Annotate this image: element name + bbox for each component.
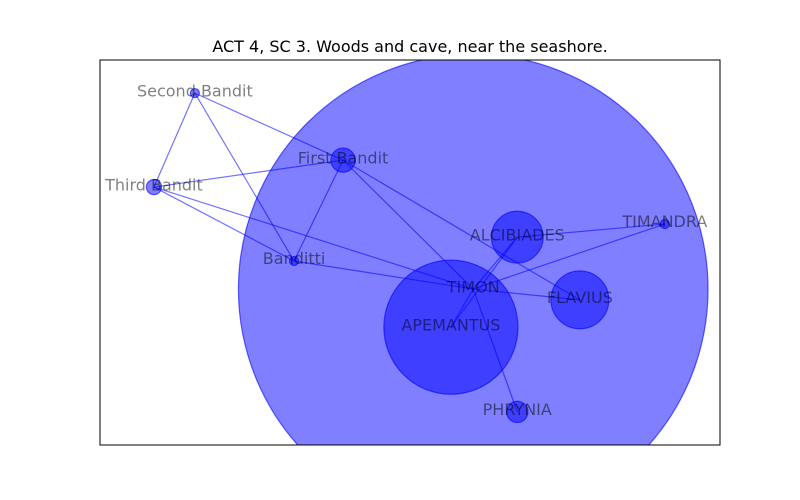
edge-timon-alcibiades xyxy=(472,236,518,290)
node-label-banditti: Banditti xyxy=(263,249,326,268)
edge-banditti-timon xyxy=(293,260,474,290)
edge-first-bandit-flavius xyxy=(342,159,581,301)
edge-third-bandit-banditti xyxy=(153,186,295,262)
edge-third-bandit-first-bandit xyxy=(153,159,344,188)
node-timon xyxy=(237,60,709,445)
edge-first-bandit-banditti xyxy=(293,159,344,262)
edge-second-bandit-first-bandit xyxy=(194,92,344,161)
node-label-second-bandit: Second Bandit xyxy=(137,81,253,100)
edge-alcibiades-timandra xyxy=(517,223,665,238)
node-label-first-bandit: First Bandit xyxy=(298,148,389,167)
edge-timon-flavius xyxy=(473,288,580,301)
edge-second-bandit-third-bandit xyxy=(153,92,196,188)
labels-layer: Second Bandit First Bandit Third Bandit Ban… xyxy=(104,81,707,419)
node-label-timon: TIMON xyxy=(446,277,500,296)
chart-title: ACT 4, SC 3. Woods and cave, near the se… xyxy=(212,37,607,56)
plot-frame xyxy=(99,59,721,446)
edge-apemantus-alcibiades xyxy=(450,236,518,328)
node-label-apemantus: APEMANTUS xyxy=(401,315,500,334)
edge-timon-apemantus xyxy=(450,288,474,328)
edge-third-bandit-timon xyxy=(153,186,474,290)
edge-timon-timandra xyxy=(473,223,666,290)
nodes-layer xyxy=(145,60,709,445)
edge-second-bandit-banditti xyxy=(194,92,295,262)
node-label-phrynia: PHRYNIA xyxy=(483,400,552,419)
node-label-third-bandit: Third Bandit xyxy=(104,175,203,194)
edge-first-bandit-timon xyxy=(342,159,474,290)
node-label-flavius: FLAVIUS xyxy=(547,288,613,307)
node-label-timandra: TIMANDRA xyxy=(621,212,707,231)
node-label-alcibiades: ALCIBIADES xyxy=(470,225,565,244)
edges-layer xyxy=(153,92,666,413)
node-apemantus xyxy=(383,259,519,395)
plot-area xyxy=(145,60,709,445)
edge-timon-phrynia xyxy=(472,288,518,413)
